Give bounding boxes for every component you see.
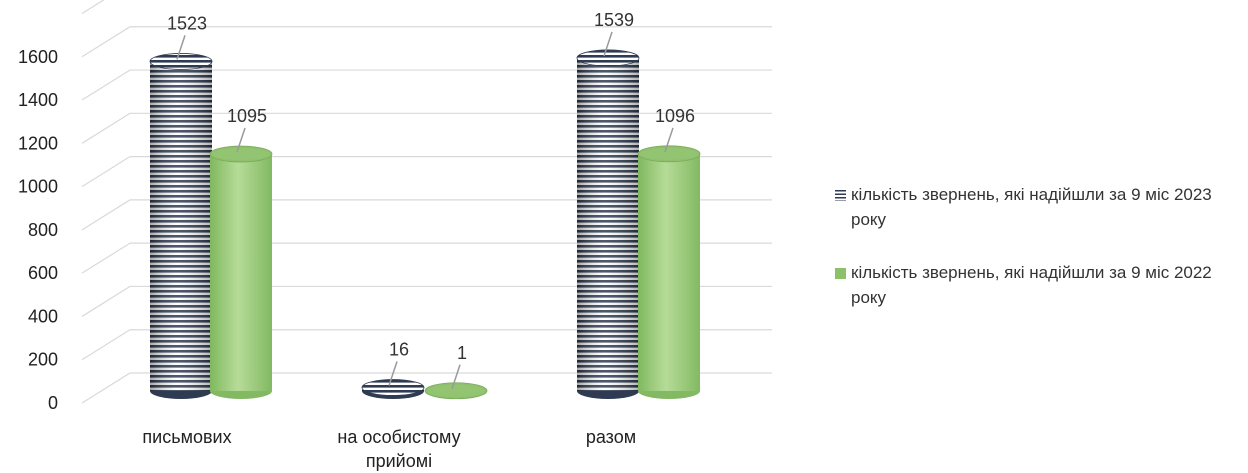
- svg-text:16: 16: [389, 340, 409, 360]
- svg-text:прийомі: прийомі: [366, 451, 432, 471]
- legend-swatch-2022: [835, 268, 846, 279]
- y-tick-label: 0: [48, 393, 58, 413]
- data-label: 1095: [227, 106, 267, 153]
- bar: [637, 145, 701, 399]
- chart-plot: 0 200 400 600 800 1000 1200 1400 1600 1523 16 1539…: [18, 0, 772, 471]
- x-tick-label: на особистому прийомі: [337, 427, 460, 471]
- svg-text:письмових: письмових: [142, 427, 231, 447]
- svg-text:1523: 1523: [167, 13, 207, 33]
- y-tick-label: 400: [28, 306, 58, 326]
- y-tick-label: 600: [28, 263, 58, 283]
- y-tick-label: 1600: [18, 47, 58, 67]
- gridline: [81, 112, 772, 144]
- x-axis: письмових на особистому прийомі разом: [142, 427, 636, 471]
- svg-text:разом: разом: [586, 427, 636, 447]
- data-label: 1: [451, 343, 467, 390]
- legend: кількість звернень, які надійшли за 9 мі…: [835, 182, 1240, 338]
- bar: [424, 382, 488, 400]
- y-tick-label: 800: [28, 220, 58, 240]
- data-label: 1523: [167, 13, 207, 60]
- legend-label-2022: кількість звернень, які надійшли за 9 мі…: [851, 263, 1212, 307]
- data-label: 16: [388, 340, 409, 386]
- y-tick-label: 1400: [18, 90, 58, 110]
- x-tick-label: письмових: [142, 427, 231, 447]
- y-axis: 0 200 400 600 800 1000 1200 1400 1600: [18, 47, 58, 413]
- data-labels: 1523 16 1539 1095 1 1096: [167, 10, 695, 390]
- svg-text:на особистому: на особистому: [337, 427, 460, 447]
- svg-text:1095: 1095: [227, 106, 267, 126]
- gridline: [81, 0, 105, 14]
- legend-item-2022: кількість звернень, які надійшли за 9 мі…: [835, 260, 1240, 310]
- gridline: [81, 69, 772, 101]
- data-label: 1539: [594, 10, 634, 57]
- legend-label-2023: кількість звернень, які надійшли за 9 мі…: [851, 185, 1212, 229]
- svg-text:1096: 1096: [655, 106, 695, 126]
- legend-swatch-2023: [835, 190, 846, 201]
- bar: [361, 379, 425, 399]
- legend-item-2023: кількість звернень, які надійшли за 9 мі…: [835, 182, 1240, 232]
- bar: [209, 145, 273, 399]
- data-label: 1096: [655, 106, 695, 153]
- y-tick-label: 1000: [18, 177, 58, 197]
- y-tick-label: 200: [28, 350, 58, 370]
- svg-text:1: 1: [457, 343, 467, 363]
- bar: [149, 53, 213, 399]
- svg-text:1539: 1539: [594, 10, 634, 30]
- y-tick-label: 1200: [18, 133, 58, 153]
- x-tick-label: разом: [586, 427, 636, 447]
- gridline: [81, 26, 772, 58]
- bar: [576, 49, 640, 399]
- bars: [149, 49, 701, 400]
